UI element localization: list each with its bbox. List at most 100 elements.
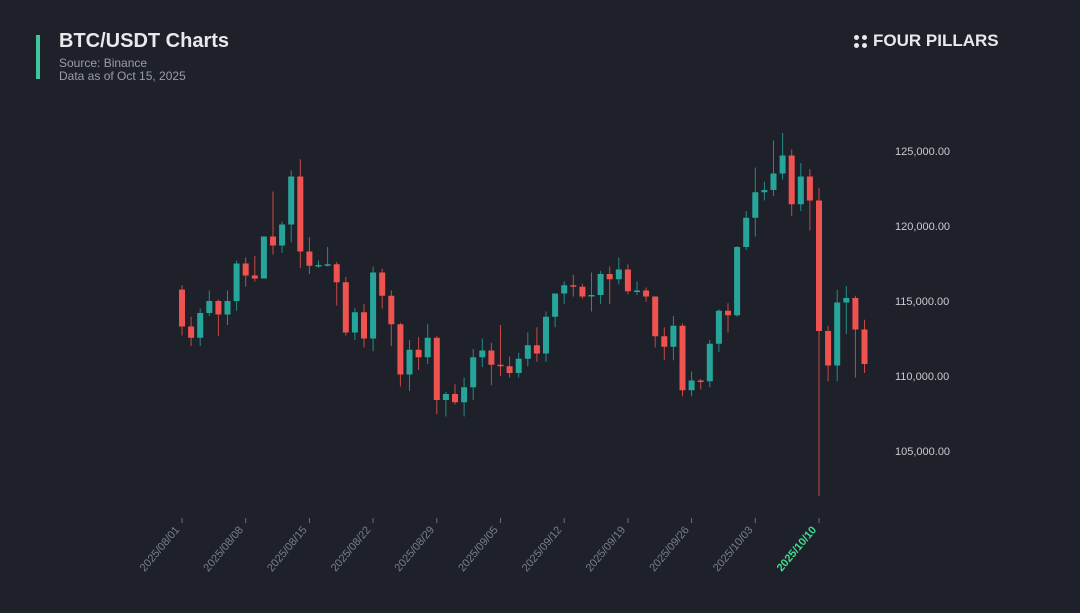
candle-body-down (397, 324, 404, 375)
candle-body-down (215, 301, 222, 315)
y-tick-label: 110,000.00 (895, 371, 949, 383)
candle-body-down (533, 345, 540, 354)
candle-body-down (488, 350, 495, 365)
candle-body-down (579, 286, 586, 297)
candle-body-up (233, 263, 240, 301)
candle-body-up (197, 313, 204, 338)
candle-body-down (570, 285, 577, 287)
candle-body-up (715, 310, 722, 344)
x-tick-label: 2025/10/03 (711, 524, 756, 574)
candle-body-up (734, 247, 741, 316)
candle-body-up (206, 301, 213, 313)
candle-body-down (433, 337, 440, 400)
candle-body-up (515, 358, 522, 373)
candle-body-down (306, 251, 313, 266)
as-of-label: Data as of Oct 15, 2025 (59, 69, 186, 83)
candle-body-down (861, 329, 868, 364)
candle-body-down (188, 326, 195, 338)
brand-name: FOUR PILLARS (873, 31, 999, 50)
candle-body-up (634, 290, 640, 292)
candle-body-up (797, 176, 804, 205)
four-dots-icon (854, 34, 867, 48)
candle-body-down (825, 331, 832, 366)
candle-body-down (452, 394, 458, 403)
x-tick-label: 2025/10/10 (775, 524, 820, 574)
candle-body-down (725, 310, 731, 316)
candle-body-up (260, 236, 267, 279)
candle-body-down (361, 312, 367, 339)
x-tick-label: 2025/08/29 (393, 524, 438, 574)
x-tick-label: 2025/08/08 (201, 524, 246, 574)
candle-body-up (770, 173, 777, 190)
chart-title: BTC/USDT Charts (59, 30, 230, 52)
x-tick-label: 2025/09/26 (647, 524, 692, 574)
candle-body-down (342, 282, 349, 333)
candle-body-up (752, 192, 759, 218)
candle-body-up (615, 269, 622, 280)
candle-body-down (788, 155, 795, 205)
candle-body-up (561, 285, 568, 294)
x-tick-label: 2025/09/05 (456, 524, 501, 574)
candle-body-up (479, 350, 486, 358)
x-tick-label: 2025/08/22 (329, 524, 374, 574)
candle-body-down (816, 200, 822, 331)
candle-body-up (424, 337, 431, 358)
x-tick-label: 2025/09/12 (520, 524, 565, 574)
x-tick-label: 2025/09/19 (584, 524, 629, 574)
candle-body-up (370, 272, 377, 339)
candle-body-down (497, 364, 504, 367)
candle-body-up (688, 380, 695, 391)
candle-body-down (270, 236, 276, 246)
y-tick-label: 115,000.00 (895, 296, 949, 308)
y-tick-label: 125,000.00 (895, 146, 950, 158)
candle-body-down (242, 263, 249, 276)
candle-body-down (388, 295, 395, 325)
candle-body-up (670, 325, 677, 347)
candle-body-up (524, 345, 531, 359)
candle-body-up (588, 295, 595, 297)
candle-body-down (297, 176, 304, 252)
candle-body-up (834, 302, 841, 366)
candle-body-up (843, 298, 850, 303)
brand-logo: FOUR PILLARS (854, 31, 999, 51)
candle-body-down (697, 380, 704, 382)
candle-body-down (251, 275, 258, 279)
candle-body-down (333, 264, 340, 283)
candle-body-up (761, 190, 768, 193)
candle-body-up (279, 224, 286, 246)
candle-body-up (706, 343, 713, 382)
candle-body-down (661, 336, 668, 347)
candle-body-down (606, 274, 613, 280)
candle-body-down (624, 269, 631, 292)
candle-body-down (415, 349, 422, 358)
candle-body-up (597, 274, 604, 295)
candle-body-down (806, 176, 813, 201)
candle-body-up (461, 387, 468, 403)
title-accent-bar (36, 35, 40, 79)
candle-body-down (852, 298, 859, 330)
candle-body-up (442, 394, 449, 400)
candle-body-down (506, 366, 513, 373)
candle-body-up (743, 217, 750, 247)
candle-body-down (179, 289, 185, 327)
y-tick-label: 120,000.00 (895, 221, 950, 233)
candle-body-up (315, 265, 322, 267)
candle-body-up (351, 312, 358, 333)
candle-body-down (679, 325, 686, 391)
candle-body-down (652, 296, 659, 337)
y-tick-label: 105,000.00 (895, 446, 950, 458)
x-tick-label: 2025/08/01 (138, 524, 183, 574)
candle-body-up (224, 301, 231, 315)
candle-body-up (543, 316, 549, 354)
candle-body-down (379, 272, 386, 296)
x-tick-label: 2025/08/15 (265, 524, 310, 574)
candle-body-down (643, 290, 650, 297)
source-label: Source: Binance (59, 56, 148, 70)
candle-body-up (779, 155, 786, 174)
candle-body-up (324, 264, 331, 266)
candle-body-up (552, 293, 559, 317)
candle-body-up (288, 176, 295, 225)
candle-body-up (470, 357, 477, 388)
candle-body-up (406, 349, 413, 375)
